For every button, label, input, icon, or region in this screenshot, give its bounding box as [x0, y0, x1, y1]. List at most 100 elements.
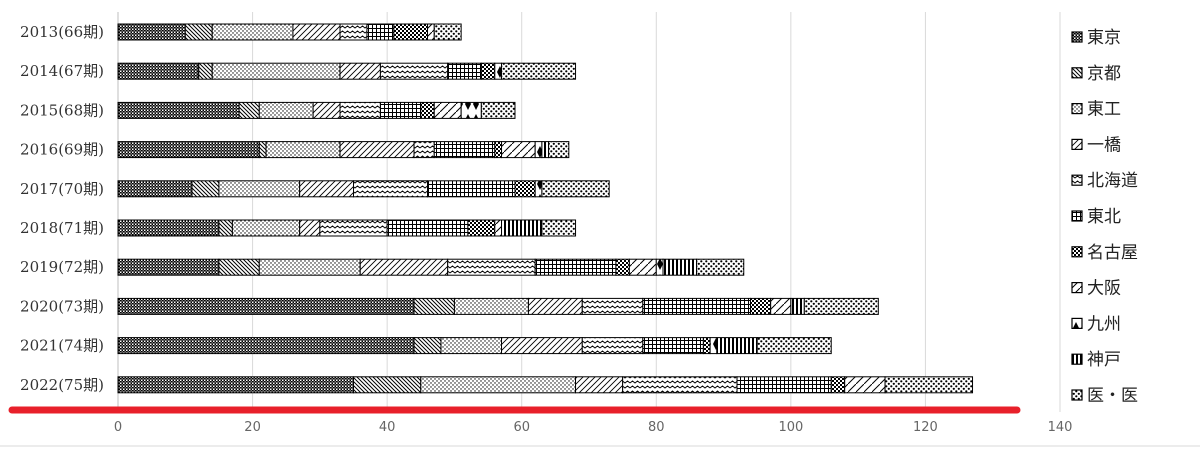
bar-segment [117, 337, 415, 355]
bar-row-3 [117, 141, 570, 159]
bar-segment [420, 376, 577, 394]
legend-swatch [1071, 246, 1083, 258]
bar-segment [447, 258, 536, 276]
bar-segment [534, 141, 543, 159]
bar-segment [622, 376, 738, 394]
bar-segment [184, 23, 213, 41]
bar-segment [581, 297, 644, 315]
legend-label: 北海道 [1087, 171, 1138, 191]
bar-segment [211, 62, 341, 80]
legend-swatch [1071, 67, 1083, 79]
bar-segment [447, 62, 482, 80]
bar-segment [433, 101, 462, 119]
bar-segment [218, 258, 260, 276]
bar-segment [231, 219, 301, 237]
bar-segment [494, 62, 503, 80]
bar-segment [339, 23, 368, 41]
bar-segment [514, 180, 536, 198]
bar-row-8 [117, 337, 832, 355]
bar-segment [353, 376, 422, 394]
bar-segment [575, 376, 624, 394]
x-tick-label: 20 [244, 420, 261, 435]
bar-segment [339, 62, 381, 80]
bar-segment [662, 258, 698, 276]
bar-segment [366, 23, 395, 41]
bar-segment [427, 180, 516, 198]
bar-segment [339, 141, 415, 159]
x-tick-label: 140 [1048, 420, 1073, 435]
category-label: 2018(71期) [20, 219, 104, 237]
bar-segment [427, 23, 435, 41]
bar-segment [420, 101, 435, 119]
bar-segment [413, 337, 442, 355]
bar-segment [453, 297, 529, 315]
legend-label: 東工 [1087, 100, 1121, 120]
bar-segment [353, 180, 429, 198]
bar-segment [534, 258, 617, 276]
bar-segment [494, 219, 503, 237]
bar-segment [628, 258, 657, 276]
bars [117, 23, 974, 394]
legend-label: 京都 [1087, 64, 1121, 84]
bar-segment [258, 258, 361, 276]
bar-row-2 [117, 101, 516, 119]
bar-segment [642, 297, 751, 315]
bar-row-6 [117, 258, 745, 276]
bar-segment [379, 101, 422, 119]
bar-segment [319, 219, 388, 237]
bar-segment [884, 376, 974, 394]
bar-row-4 [117, 180, 610, 198]
bar-segment [696, 258, 745, 276]
category-label: 2017(70期) [20, 180, 104, 198]
bar-segment [379, 62, 449, 80]
legend-swatch [1071, 138, 1083, 150]
bar-segment [581, 337, 644, 355]
legend-swatch [1071, 210, 1083, 222]
bar-segment [702, 337, 711, 355]
x-tick-label: 120 [913, 420, 938, 435]
decorations [0, 406, 1200, 447]
bar-segment [756, 337, 832, 355]
bar-segment [615, 258, 630, 276]
legend-swatch [1071, 31, 1083, 43]
bar-segment [258, 141, 267, 159]
bar-segment [211, 23, 294, 41]
x-tick-label: 60 [513, 420, 530, 435]
bar-segment [117, 258, 220, 276]
bar-segment [117, 23, 186, 41]
category-label: 2019(72期) [20, 258, 104, 276]
legend-label: 一橋 [1087, 135, 1121, 155]
bar-segment [393, 23, 429, 41]
bar-segment [709, 337, 718, 355]
bar-segment [541, 180, 610, 198]
bar-segment [501, 141, 536, 159]
category-label: 2020(73期) [20, 297, 104, 315]
bar-segment [541, 219, 577, 237]
bar-segment [299, 180, 354, 198]
category-label: 2016(69期) [20, 141, 104, 159]
bar-segment [117, 376, 354, 394]
legend-swatch [1071, 353, 1083, 365]
legend-swatch [1071, 317, 1083, 329]
bar-segment [770, 297, 792, 315]
legend-label: 東北 [1087, 207, 1121, 227]
bar-row-7 [117, 297, 879, 315]
bar-segment [433, 23, 462, 41]
bar-row-0 [117, 23, 462, 41]
bar-segment [312, 101, 341, 119]
bar-segment [716, 337, 758, 355]
bar-segment [440, 337, 503, 355]
bar-segment [117, 101, 240, 119]
legend-swatch [1071, 102, 1083, 115]
legend-swatch [1071, 282, 1083, 294]
bar-segment [238, 101, 260, 119]
bar-segment [433, 141, 496, 159]
category-labels: 2013(66期) 2014(67期) 2015(68期) 2016(69期) 2017… [20, 23, 104, 394]
bar-segment [198, 62, 213, 80]
bar-segment [655, 258, 664, 276]
x-tick-label: 0 [114, 420, 122, 435]
bar-segment [191, 180, 220, 198]
bar-segment [413, 141, 435, 159]
bar-segment [413, 297, 455, 315]
